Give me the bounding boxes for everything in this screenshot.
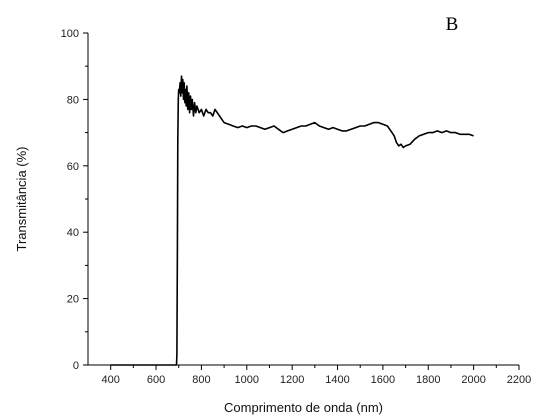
y-tick-label: 60 bbox=[67, 161, 79, 173]
x-tick-label: 400 bbox=[102, 374, 120, 386]
y-axis-label: Transmitância (%) bbox=[14, 147, 29, 252]
x-tick-label: 1800 bbox=[416, 374, 440, 386]
x-tick-label: 600 bbox=[147, 374, 165, 386]
y-tick-label: 80 bbox=[67, 94, 79, 106]
x-tick-label: 1200 bbox=[280, 374, 304, 386]
y-tick-label: 40 bbox=[67, 227, 79, 239]
y-tick-label: 0 bbox=[73, 360, 79, 372]
x-tick-label: 1600 bbox=[371, 374, 395, 386]
plot-area bbox=[110, 75, 474, 366]
x-tick-label: 800 bbox=[192, 374, 210, 386]
panel-label: B bbox=[446, 14, 459, 35]
series-line bbox=[110, 75, 474, 366]
x-tick-label: 2200 bbox=[507, 374, 531, 386]
x-axis-label: Comprimento de onda (nm) bbox=[224, 400, 383, 415]
y-tick-label: 20 bbox=[67, 294, 79, 306]
x-tick-label: 1000 bbox=[235, 374, 259, 386]
x-tick-label: 2000 bbox=[461, 374, 485, 386]
axes: 400 600 800 1000 1200 1400 1600 1800 2000 2200 0 20… bbox=[61, 28, 532, 386]
x-tick-label: 1400 bbox=[325, 374, 349, 386]
y-tick-label: 100 bbox=[61, 28, 79, 40]
